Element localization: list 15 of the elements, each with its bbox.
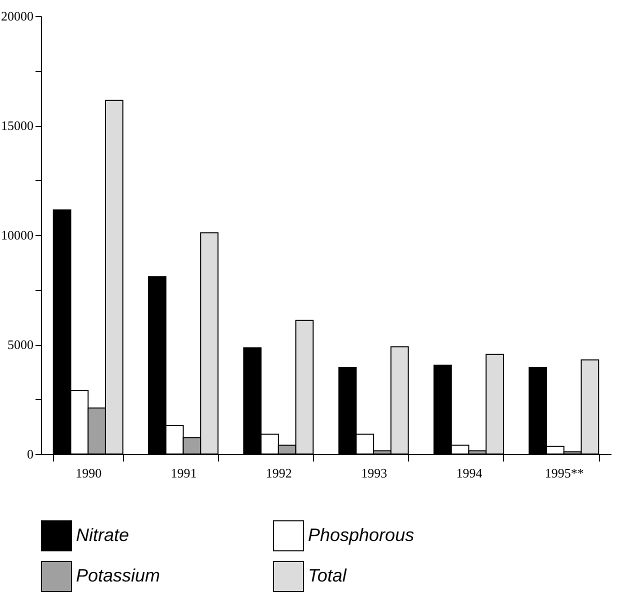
x-tick-label: 1992 xyxy=(266,466,292,480)
y-tick-label: 5000 xyxy=(8,337,34,352)
legend-label: Nitrate xyxy=(76,524,130,545)
y-tick-label: 20000 xyxy=(1,8,34,24)
x-tick-label: 1991 xyxy=(170,466,197,480)
x-tick-label: 1990 xyxy=(76,466,102,480)
y-tick-label: 10000 xyxy=(1,228,34,242)
y-tick-label: 15000 xyxy=(1,118,34,133)
x-tick-label: 1994 xyxy=(456,466,483,480)
legend-label: Total xyxy=(308,566,348,586)
legend-label: Potassium xyxy=(76,566,160,586)
legend-label: Phosphorous xyxy=(308,524,414,545)
x-tick-label: 1995** xyxy=(544,466,584,480)
y-tick-label: 0 xyxy=(27,446,34,462)
x-tick-label: 1993 xyxy=(361,466,388,480)
